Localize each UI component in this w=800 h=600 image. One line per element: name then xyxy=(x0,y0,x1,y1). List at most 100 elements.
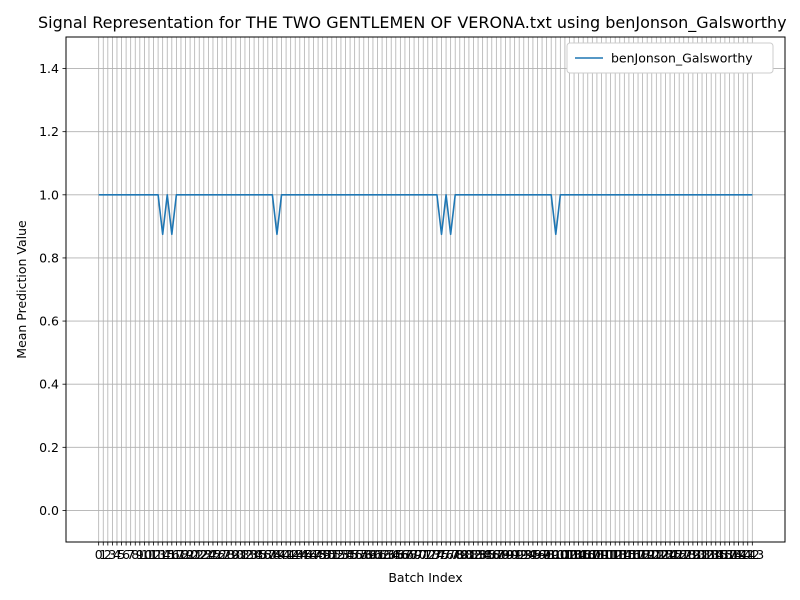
x-tick-label: 30 xyxy=(228,547,244,562)
x-tick-label: 60 xyxy=(365,547,381,562)
x-tick-label: 78 xyxy=(447,547,463,562)
x-tick-label: 12 xyxy=(146,547,162,562)
x-tick-label: 129 xyxy=(676,547,700,562)
x-tick-label: 3 xyxy=(108,547,116,562)
x-tick-label: 142 xyxy=(736,547,760,562)
x-tick-label: 89 xyxy=(498,547,514,562)
x-tick-label: 116 xyxy=(617,547,641,562)
x-tick-label: 18 xyxy=(173,547,189,562)
x-tick-label: 54 xyxy=(338,547,354,562)
y-axis-label: Mean Prediction Value xyxy=(14,220,29,359)
x-tick-label: 2 xyxy=(104,547,112,562)
x-tick-label: 23 xyxy=(196,547,212,562)
x-tick-label: 120 xyxy=(635,547,659,562)
x-tick-label: 137 xyxy=(713,547,737,562)
x-tick-label: 112 xyxy=(599,547,623,562)
x-tick-label: 29 xyxy=(223,547,239,562)
x-tick-label: 139 xyxy=(722,547,746,562)
x-tick-label: 14 xyxy=(155,547,171,562)
x-tick-label: 83 xyxy=(470,547,486,562)
y-tick-label: 0.6 xyxy=(39,314,59,329)
x-tick-label: 135 xyxy=(704,547,728,562)
legend-label: benJonson_Galsworthy xyxy=(611,51,753,66)
x-tick-label: 62 xyxy=(374,547,390,562)
x-tick-label: 7 xyxy=(127,547,135,562)
x-tick-label: 40 xyxy=(274,547,290,562)
x-tick-label: 108 xyxy=(580,547,604,562)
x-tick-label: 93 xyxy=(516,547,532,562)
legend-box xyxy=(566,42,774,74)
y-tick-label: 1.4 xyxy=(39,61,59,76)
x-tick-label: 4 xyxy=(113,547,121,562)
x-tick-label: 101 xyxy=(548,547,572,562)
x-tick-label: 68 xyxy=(402,547,418,562)
x-tick-label: 127 xyxy=(667,547,691,562)
x-tick-label: 77 xyxy=(443,547,459,562)
x-tick-label: 28 xyxy=(219,547,235,562)
x-tick-label: 46 xyxy=(301,547,317,562)
x-tick-label: 110 xyxy=(590,547,614,562)
x-tick-label: 24 xyxy=(200,547,216,562)
x-tick-label: 73 xyxy=(424,547,440,562)
x-tick-label: 32 xyxy=(237,547,253,562)
x-tick-label: 26 xyxy=(210,547,226,562)
x-tick-label: 124 xyxy=(654,547,678,562)
x-tick-label: 19 xyxy=(178,547,194,562)
x-tick-label: 52 xyxy=(328,547,344,562)
x-axis-label: Batch Index xyxy=(388,570,462,585)
x-tick-label: 57 xyxy=(351,547,367,562)
x-tick-label: 128 xyxy=(672,547,696,562)
x-tick-label: 13 xyxy=(150,547,166,562)
x-tick-label: 61 xyxy=(370,547,386,562)
x-tick-label: 131 xyxy=(686,547,710,562)
x-tick-label: 87 xyxy=(488,547,504,562)
x-tick-label: 143 xyxy=(740,547,764,562)
x-tick-label: 45 xyxy=(296,547,312,562)
x-tick-label: 82 xyxy=(466,547,482,562)
x-tick-label: 132 xyxy=(690,547,714,562)
x-tick-label: 94 xyxy=(520,547,536,562)
x-tick-label: 84 xyxy=(475,547,491,562)
x-tick-label: 111 xyxy=(594,547,618,562)
x-tick-label: 71 xyxy=(415,547,431,562)
x-tick-label: 5 xyxy=(118,547,126,562)
x-tick-label: 9 xyxy=(136,547,144,562)
x-tick-label: 49 xyxy=(315,547,331,562)
x-tick-label: 51 xyxy=(324,547,340,562)
x-tick-label: 35 xyxy=(251,547,267,562)
x-tick-label: 75 xyxy=(434,547,450,562)
x-tick-label: 67 xyxy=(397,547,413,562)
x-tick-label: 66 xyxy=(392,547,408,562)
x-tick-label: 115 xyxy=(612,547,636,562)
x-tick-label: 86 xyxy=(484,547,500,562)
x-tick-label: 50 xyxy=(319,547,335,562)
x-tick-label: 109 xyxy=(585,547,609,562)
x-tick-label: 21 xyxy=(187,547,203,562)
x-tick-label: 125 xyxy=(658,547,682,562)
x-tick-label: 119 xyxy=(631,547,655,562)
x-tick-label: 8 xyxy=(131,547,139,562)
x-tick-label: 130 xyxy=(681,547,705,562)
x-tick-label: 20 xyxy=(182,547,198,562)
x-tick-label: 80 xyxy=(456,547,472,562)
x-tick-label: 117 xyxy=(622,547,646,562)
y-tick-label: 1.0 xyxy=(39,187,59,202)
x-tick-label: 17 xyxy=(168,547,184,562)
x-tick-label: 79 xyxy=(452,547,468,562)
x-tick-label: 141 xyxy=(731,547,755,562)
x-tick-label: 121 xyxy=(640,547,664,562)
chart-title: Signal Representation for THE TWO GENTLE… xyxy=(38,13,787,33)
x-tick-label: 70 xyxy=(411,547,427,562)
x-tick-label: 118 xyxy=(626,547,650,562)
x-tick-label: 103 xyxy=(558,547,582,562)
x-tick-label: 104 xyxy=(562,547,586,562)
x-tick-label: 56 xyxy=(347,547,363,562)
x-tick-label: 98 xyxy=(539,547,555,562)
x-tick-label: 81 xyxy=(461,547,477,562)
x-tick-label: 126 xyxy=(663,547,687,562)
x-tick-label: 88 xyxy=(493,547,509,562)
x-tick-label: 97 xyxy=(534,547,550,562)
x-tick-label: 136 xyxy=(708,547,732,562)
y-tick-label: 0.4 xyxy=(39,377,59,392)
